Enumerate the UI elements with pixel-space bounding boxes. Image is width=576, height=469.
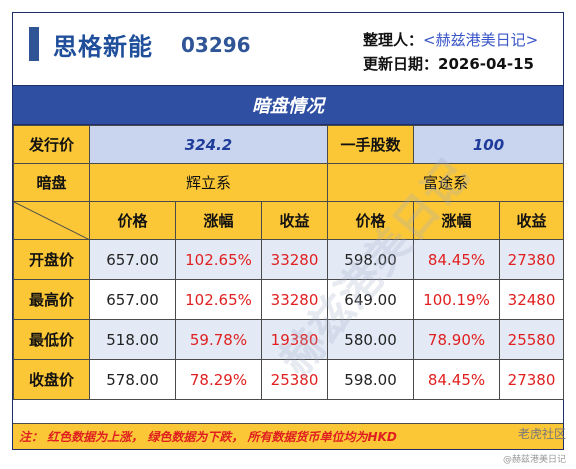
grey-market-table: 发行价 324.2 一手股数 100 暗盘 辉立系 富途系 价格 涨幅 收益 价…: [13, 125, 565, 400]
col-change-2: 涨幅: [413, 201, 501, 240]
broker-row: 暗盘 辉立系 富途系: [13, 163, 565, 202]
diagonal-header-cell: [13, 201, 90, 240]
table-cell: 518.00: [89, 319, 176, 360]
col-profit-1: 收益: [260, 201, 329, 240]
table-cell: 33280: [260, 239, 329, 280]
organizer-label: 整理人：: [363, 31, 424, 49]
table-cell: 102.65%: [175, 239, 262, 280]
section-title: 暗盘情况: [13, 85, 563, 125]
organizer-name: <赫兹港美日记>: [423, 31, 539, 49]
date-label: 更新日期：: [363, 55, 439, 73]
broker-phillip: 辉立系: [88, 163, 329, 202]
table-cell: 598.00: [327, 239, 415, 280]
col-profit-2: 收益: [499, 201, 565, 240]
lot-size-label: 一手股数: [327, 125, 415, 164]
table-cell: 78.29%: [175, 359, 262, 400]
table-cell: 78.90%: [413, 319, 501, 360]
table-cell: 32480: [499, 279, 565, 320]
grey-label: 暗盘: [13, 163, 90, 202]
header: 思格新能 03296 整理人：<赫兹港美日记> 更新日期：2026-04-15: [13, 13, 563, 85]
issue-row: 发行价 324.2 一手股数 100: [13, 125, 565, 164]
table-cell: 580.00: [327, 319, 415, 360]
table-cell: 598.00: [327, 359, 415, 400]
col-price-1: 价格: [89, 201, 176, 240]
table-cell: 19380: [260, 319, 329, 360]
col-price-2: 价格: [327, 201, 415, 240]
ipo-grey-market-card: 思格新能 03296 整理人：<赫兹港美日记> 更新日期：2026-04-15 …: [12, 12, 565, 450]
table-cell: 657.00: [89, 279, 176, 320]
column-header-row: 价格 涨幅 收益 价格 涨幅 收益: [13, 201, 565, 240]
table-cell: 100.19%: [413, 279, 501, 320]
table-cell: 25580: [499, 319, 565, 360]
issue-price-label: 发行价: [13, 125, 90, 164]
col-change-1: 涨幅: [175, 201, 262, 240]
update-date: 2026-04-15: [438, 55, 534, 73]
table-cell: 27380: [499, 239, 565, 280]
table-cell: 27380: [499, 359, 565, 400]
row-label: 最低价: [13, 319, 90, 360]
row-label: 收盘价: [13, 359, 90, 400]
table-row: 收盘价 578.00 78.29% 25380 598.00 84.45% 27…: [13, 359, 565, 400]
update-date-line: 更新日期：2026-04-15: [363, 53, 534, 74]
footnote: 注： 红色数据为上涨， 绿色数据为下跌， 所有数据货币单位均为HKD: [13, 423, 563, 449]
table-cell: 25380: [260, 359, 329, 400]
row-label: 最高价: [13, 279, 90, 320]
broker-futu: 富途系: [327, 163, 565, 202]
table-cell: 657.00: [89, 239, 176, 280]
table-cell: 84.45%: [413, 359, 501, 400]
lot-size-value: 100: [413, 125, 565, 164]
stock-code: 03296: [181, 33, 251, 57]
diagonal-line: [14, 202, 90, 240]
table-cell: 649.00: [327, 279, 415, 320]
community-brand: 老虎社区: [517, 427, 566, 441]
row-label: 开盘价: [13, 239, 90, 280]
organizer-line: 整理人：<赫兹港美日记>: [363, 29, 538, 50]
table-cell: 84.45%: [413, 239, 501, 280]
stock-name: 思格新能: [53, 33, 153, 61]
table-row: 最低价 518.00 59.78% 19380 580.00 78.90% 25…: [13, 319, 565, 360]
table-cell: 33280: [260, 279, 329, 320]
table-cell: 59.78%: [175, 319, 262, 360]
author-handle: @赫兹港美日记: [502, 455, 566, 465]
table-cell: 102.65%: [175, 279, 262, 320]
table-row: 开盘价 657.00 102.65% 33280 598.00 84.45% 2…: [13, 239, 565, 280]
header-accent-bar: [29, 27, 39, 61]
table-cell: 578.00: [89, 359, 176, 400]
issue-price-value: 324.2: [88, 125, 329, 164]
table-row: 最高价 657.00 102.65% 33280 649.00 100.19% …: [13, 279, 565, 320]
